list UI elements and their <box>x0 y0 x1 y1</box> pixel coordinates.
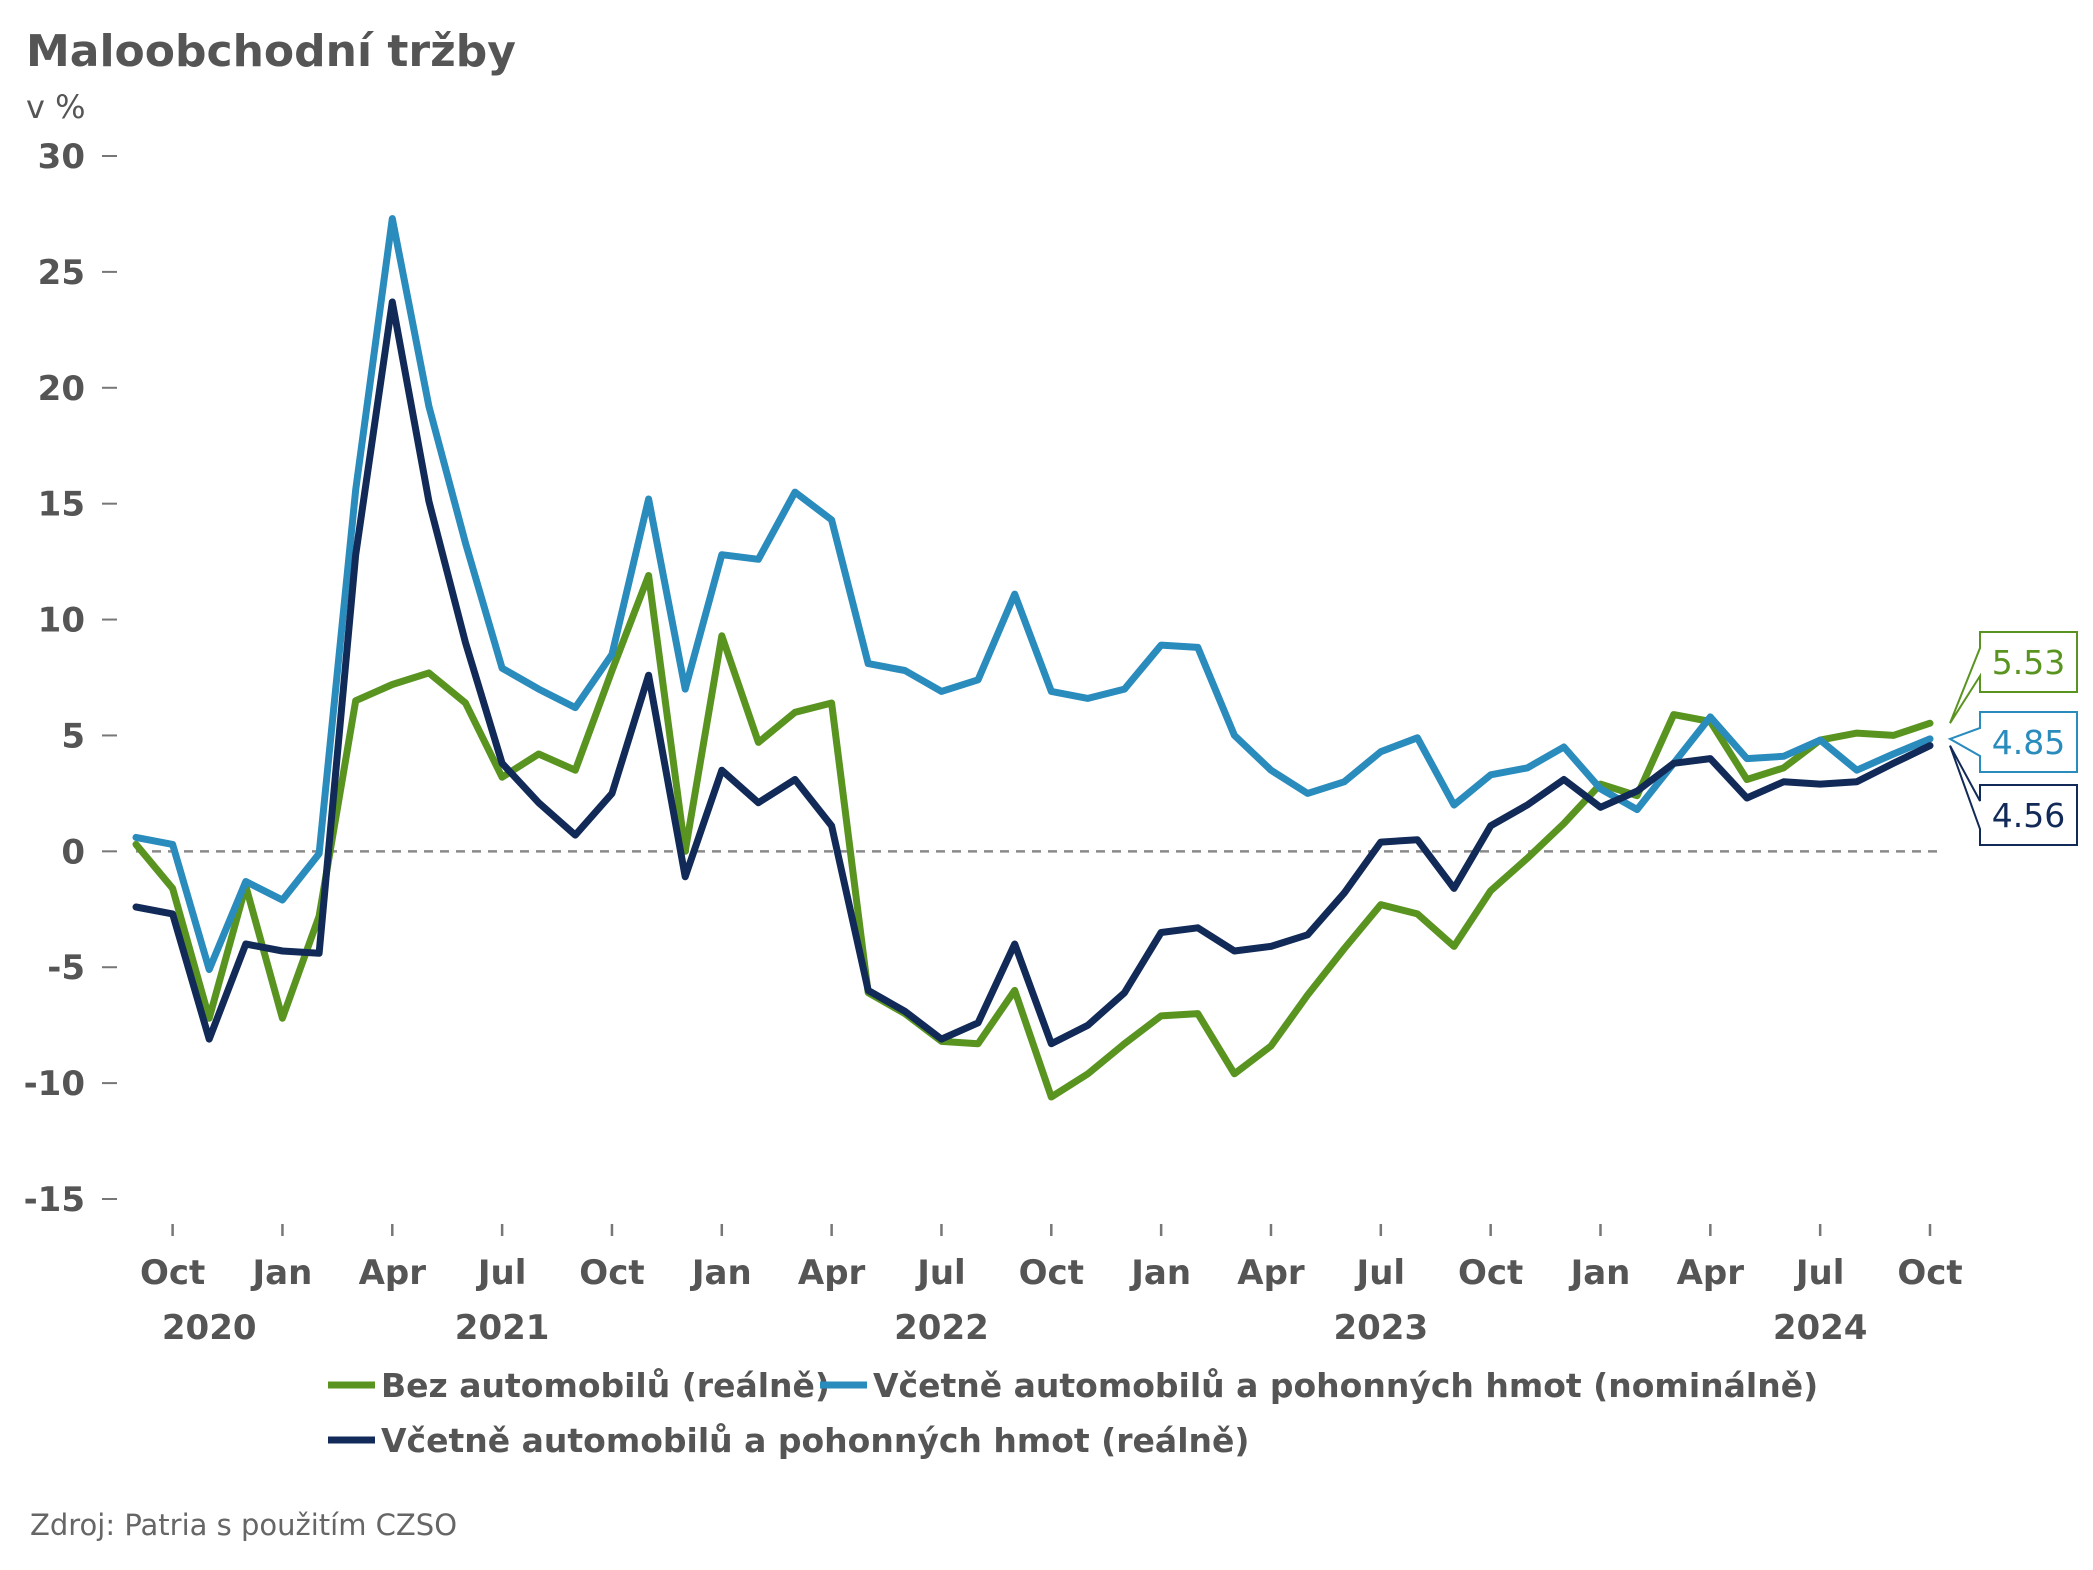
y-tick-label: 25 <box>38 253 85 293</box>
end-label-dark-navy: 4.56 <box>1992 796 2065 835</box>
y-tick-label: 0 <box>61 832 85 872</box>
legend-item-dark-navy[interactable]: Včetně automobilů a pohonných hmot (reál… <box>328 1421 1249 1460</box>
x-tick-label: Jan <box>690 1253 752 1293</box>
end-label-green: 5.53 <box>1992 643 2065 682</box>
x-tick-label: Jul <box>915 1253 966 1293</box>
legend-label-light-blue: Včetně automobilů a pohonných hmot (nomi… <box>873 1366 1818 1405</box>
y-axis: 30 25 20 15 10 5 0 -5 -10 -15 <box>24 137 1942 1220</box>
x-tick-label: Apr <box>1237 1253 1305 1293</box>
x-tick-label: Jul <box>476 1253 527 1293</box>
legend-item-green[interactable]: Bez automobilů (reálně) <box>328 1366 830 1405</box>
x-tick-label: Oct <box>1458 1253 1523 1293</box>
end-label-green-box <box>1949 631 2078 724</box>
x-tick-label: Jul <box>1794 1253 1845 1293</box>
x-year-label: 2021 <box>455 1308 550 1348</box>
y-tick-label: 30 <box>38 137 85 177</box>
x-tick-label: Oct <box>1897 1253 1962 1293</box>
x-tick-label: Jul <box>1355 1253 1406 1293</box>
x-tick-label: Jan <box>251 1253 313 1293</box>
x-tick-label: Jan <box>1129 1253 1191 1293</box>
x-tick-label: Jan <box>1569 1253 1631 1293</box>
end-labels: 5.53 4.85 4.56 <box>1947 631 2078 846</box>
x-tick-label: Oct <box>140 1253 205 1293</box>
y-tick-label: 15 <box>38 485 85 525</box>
legend-item-light-blue[interactable]: Včetně automobilů a pohonných hmot (nomi… <box>820 1366 1818 1405</box>
x-tick-label: Oct <box>1019 1253 1084 1293</box>
x-tick-label: Apr <box>798 1253 866 1293</box>
x-tick-label: Apr <box>1677 1253 1745 1293</box>
x-year-label: 2023 <box>1333 1308 1428 1348</box>
y-tick-label: 5 <box>61 716 85 756</box>
series-line-light-blue <box>132 215 1934 973</box>
series-line-green <box>132 572 1934 1101</box>
series-line-dark-navy <box>132 298 1934 1048</box>
legend-label-green: Bez automobilů (reálně) <box>381 1366 830 1405</box>
y-unit-label: v % <box>26 88 86 126</box>
y-tick-label: -10 <box>24 1064 85 1104</box>
end-label-light-blue-box <box>1947 711 2078 773</box>
chart-title: Maloobchodní tržby <box>26 26 516 77</box>
x-year-label: 2020 <box>162 1308 257 1348</box>
x-axis: Oct Jan Apr Jul Oct Jan Apr Jul Oct Jan Apr Jul Oct J… <box>140 1224 1963 1348</box>
y-tick-label: 10 <box>38 601 85 641</box>
legend: Bez automobilů (reálně) Včetně automobil… <box>328 1366 1818 1460</box>
y-tick-label: 20 <box>38 369 85 409</box>
legend-label-dark-navy: Včetně automobilů a pohonných hmot (reál… <box>381 1421 1249 1460</box>
x-year-label: 2024 <box>1773 1308 1868 1348</box>
series-layer <box>132 215 1934 1101</box>
end-label-dark-navy-box <box>1949 745 2078 846</box>
y-tick-label: -15 <box>24 1180 85 1220</box>
y-tick-label: -5 <box>47 948 85 988</box>
x-year-label: 2022 <box>894 1308 989 1348</box>
x-tick-label: Oct <box>579 1253 644 1293</box>
x-tick-label: Apr <box>359 1253 427 1293</box>
source-note: Zdroj: Patria s použitím CZSO <box>30 1508 457 1542</box>
end-label-light-blue: 4.85 <box>1992 723 2065 762</box>
